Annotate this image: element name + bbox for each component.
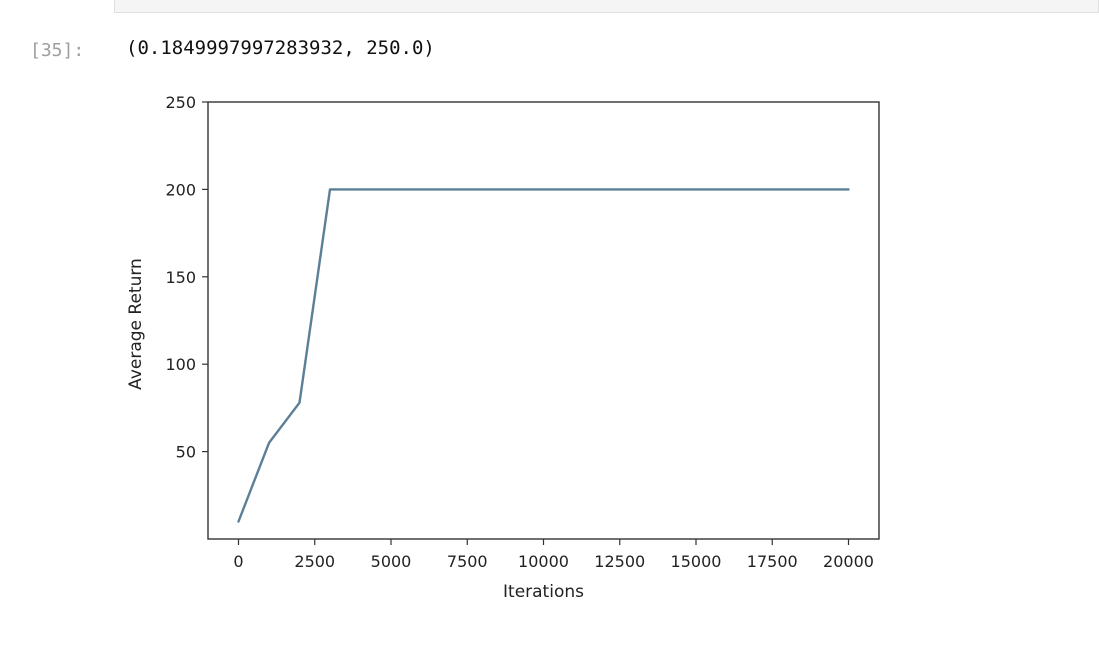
x-tick-label: 12500: [594, 552, 645, 571]
y-tick-label: 200: [165, 180, 196, 199]
execution-prompt: [35]:: [30, 40, 85, 61]
x-tick-label: 7500: [447, 552, 488, 571]
y-tick-label: 50: [176, 443, 196, 462]
plot-content: [237, 188, 850, 523]
x-tick-label: 2500: [294, 552, 335, 571]
plot-frame: [207, 101, 880, 540]
series-line: [237, 188, 850, 523]
x-axis-label: Iterations: [503, 582, 584, 602]
y-tick-label: 150: [165, 268, 196, 287]
x-tick-label: 10000: [518, 552, 569, 571]
x-tick-label: 17500: [747, 552, 798, 571]
x-axis-ticks: 0 2500 5000 7500 10000 12500 15000 17500 20000: [233, 539, 874, 571]
x-tick-label: 20000: [823, 552, 874, 571]
x-tick-label: 15000: [671, 552, 722, 571]
y-tick-label: 100: [165, 355, 196, 374]
y-axis-ticks: 50 100 150 200 250: [165, 93, 208, 462]
y-tick-label: 250: [165, 93, 196, 112]
x-tick-label: 5000: [371, 552, 412, 571]
x-tick-label: 0: [233, 552, 243, 571]
cell-output-text: (0.1849997997283932, 250.0): [126, 37, 435, 59]
y-axis-label: Average Return: [126, 258, 146, 390]
